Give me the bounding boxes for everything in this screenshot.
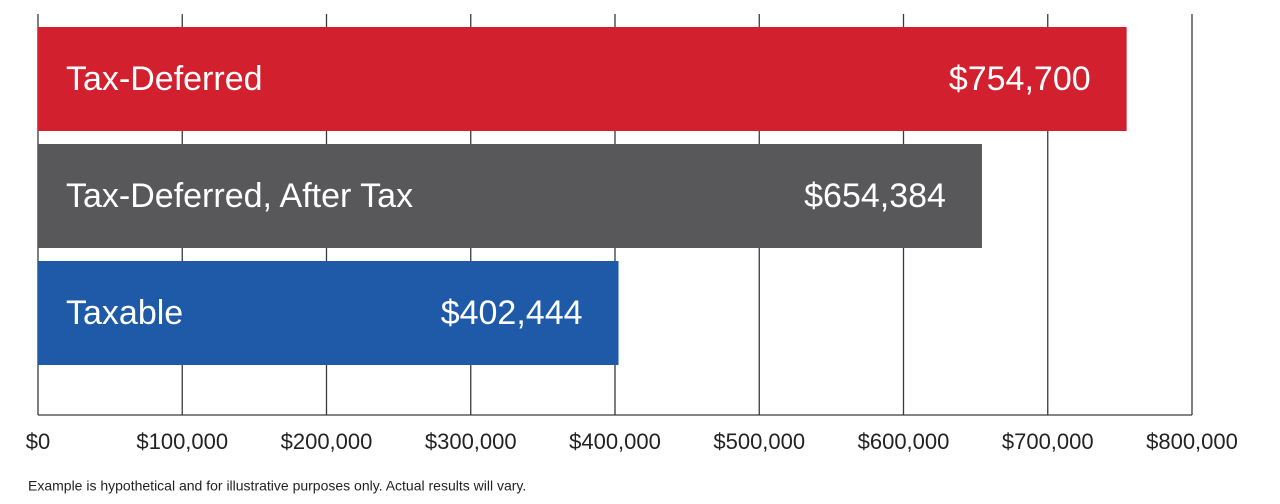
bar-category-label: Tax-Deferred xyxy=(66,60,263,98)
x-tick-label: $300,000 xyxy=(425,429,517,454)
bar-value-label: $754,700 xyxy=(949,60,1091,98)
x-tick-label: $200,000 xyxy=(281,429,373,454)
x-tick-label: $100,000 xyxy=(136,429,228,454)
x-tick-label: $0 xyxy=(26,429,50,454)
bar-value-label: $402,444 xyxy=(441,294,583,332)
bar-category-label: Taxable xyxy=(66,294,183,332)
bar-category-label: Tax-Deferred, After Tax xyxy=(66,177,413,215)
x-tick-label: $800,000 xyxy=(1146,429,1238,454)
bar xyxy=(38,261,619,365)
x-tick-label: $600,000 xyxy=(858,429,950,454)
bar xyxy=(38,144,982,248)
bar-value-label: $654,384 xyxy=(804,177,946,215)
footnote: Example is hypothetical and for illustra… xyxy=(28,478,526,494)
x-tick-label: $400,000 xyxy=(569,429,661,454)
x-tick-label: $500,000 xyxy=(713,429,805,454)
bar xyxy=(38,27,1127,131)
x-tick-label: $700,000 xyxy=(1002,429,1094,454)
